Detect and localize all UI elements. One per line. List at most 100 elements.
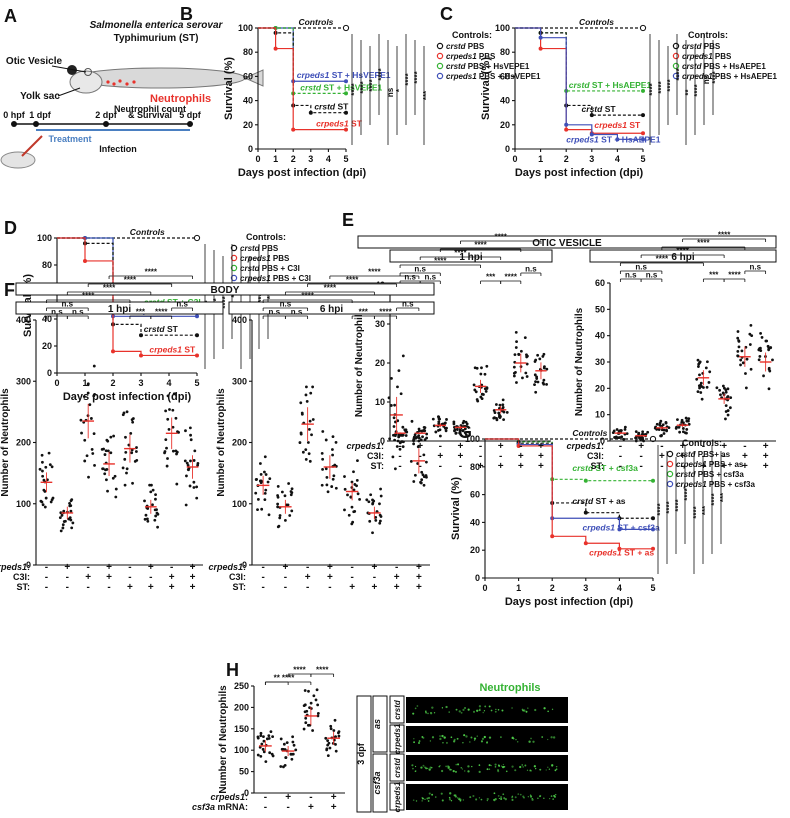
timepoint-header: 1 hpi	[459, 252, 483, 263]
neutrophil-signal	[545, 769, 547, 771]
y-axis-title: Survival (%)	[480, 57, 492, 120]
neutrophil-signal	[478, 797, 481, 799]
sig-label: n.s	[280, 300, 292, 309]
data-dot	[390, 377, 393, 380]
data-dot	[420, 478, 424, 482]
neutrophil-signal	[543, 797, 545, 800]
neutrophil-signal	[412, 767, 414, 770]
data-dot	[184, 503, 188, 507]
series-label: Controls	[298, 17, 333, 27]
data-dot	[143, 499, 146, 503]
timepoint-header: 6 hpi	[320, 304, 344, 315]
data-dot	[131, 481, 134, 485]
row-value: +	[478, 461, 484, 472]
data-dot	[106, 489, 109, 493]
row-value: +	[700, 461, 706, 472]
data-dot	[314, 698, 318, 702]
neutrophil-signal	[430, 712, 432, 714]
neutrophil-signal	[427, 767, 429, 769]
data-dot	[164, 438, 168, 442]
legend-marker	[230, 274, 238, 282]
neutrophil-signal	[462, 708, 465, 711]
neutrophil-signal	[529, 769, 532, 772]
data-dot	[85, 454, 89, 458]
data-dot	[259, 472, 263, 476]
neutrophil-signal	[521, 764, 523, 766]
sig-label: n.s	[51, 308, 63, 317]
sig-label: **	[684, 89, 693, 96]
neutrophil-signal	[505, 770, 508, 773]
y-tick-label: 100	[37, 233, 52, 243]
data-dot	[512, 374, 516, 378]
survival-point	[195, 353, 199, 358]
data-dot	[681, 430, 685, 434]
data-dot	[125, 471, 128, 475]
neutrophil-signal	[470, 736, 473, 739]
neutrophil-signal	[427, 796, 431, 800]
data-dot	[166, 457, 169, 460]
data-dot	[452, 422, 456, 426]
dpf-label-box	[356, 695, 372, 813]
data-dot	[505, 410, 509, 414]
data-dot	[453, 428, 457, 432]
data-dot	[86, 391, 90, 395]
data-dot	[378, 502, 381, 506]
data-dot	[394, 420, 397, 424]
data-dot	[351, 520, 355, 524]
data-dot	[538, 357, 542, 361]
legend-label: crpeds1 PBS	[446, 52, 496, 61]
data-dot	[396, 439, 400, 443]
row-value: -	[328, 582, 331, 593]
row-value: +	[371, 582, 377, 593]
neutrophil-signal	[434, 796, 437, 798]
data-dot	[767, 387, 771, 391]
neutrophil-signal	[501, 709, 504, 712]
x-tick-label: 2	[291, 154, 296, 164]
x-tick-label: 5	[640, 154, 645, 164]
data-dot	[289, 493, 293, 497]
data-dot	[40, 453, 44, 457]
timepoint-header-box	[15, 301, 224, 315]
data-dot	[464, 433, 468, 437]
survival-point	[273, 46, 278, 51]
sig-label: n.s	[625, 271, 637, 280]
data-dot	[623, 425, 627, 429]
row-value: +	[285, 792, 291, 803]
y-tick-label: 100	[238, 23, 253, 33]
y-tick-label: 40	[500, 96, 510, 106]
data-dot	[332, 729, 336, 732]
data-dot	[60, 513, 64, 517]
data-dot	[660, 433, 663, 437]
sig-label: n.s	[62, 300, 74, 309]
data-dot	[264, 488, 268, 492]
data-dot	[259, 734, 263, 738]
data-dot	[48, 463, 52, 467]
neutrophil-signal	[497, 709, 500, 711]
row-value: +	[190, 562, 196, 573]
series-label: crstd ST	[144, 324, 179, 334]
data-dot	[514, 346, 518, 349]
row-label: C3I:	[367, 451, 384, 461]
y-tick-label: 20	[500, 120, 510, 130]
survival-point	[617, 527, 622, 532]
neutrophil-signal	[415, 800, 418, 802]
neutrophil-signal	[494, 763, 497, 766]
row-value: -	[45, 572, 48, 583]
data-dot	[92, 364, 96, 368]
data-dot	[412, 442, 416, 446]
data-dot	[479, 372, 483, 376]
data-dot	[288, 514, 292, 517]
data-dot	[523, 336, 527, 340]
y-tick-label: 50	[595, 304, 605, 314]
data-dot	[283, 519, 287, 522]
data-dot	[525, 362, 529, 366]
data-dot	[304, 716, 308, 720]
data-dot	[325, 475, 329, 479]
data-dot	[69, 518, 73, 522]
data-dot	[374, 518, 378, 522]
survival-point	[641, 88, 645, 93]
data-dot	[698, 360, 702, 364]
legend-marker	[436, 42, 444, 50]
neutrophil-signal	[463, 770, 466, 772]
row-value: +	[458, 451, 464, 462]
